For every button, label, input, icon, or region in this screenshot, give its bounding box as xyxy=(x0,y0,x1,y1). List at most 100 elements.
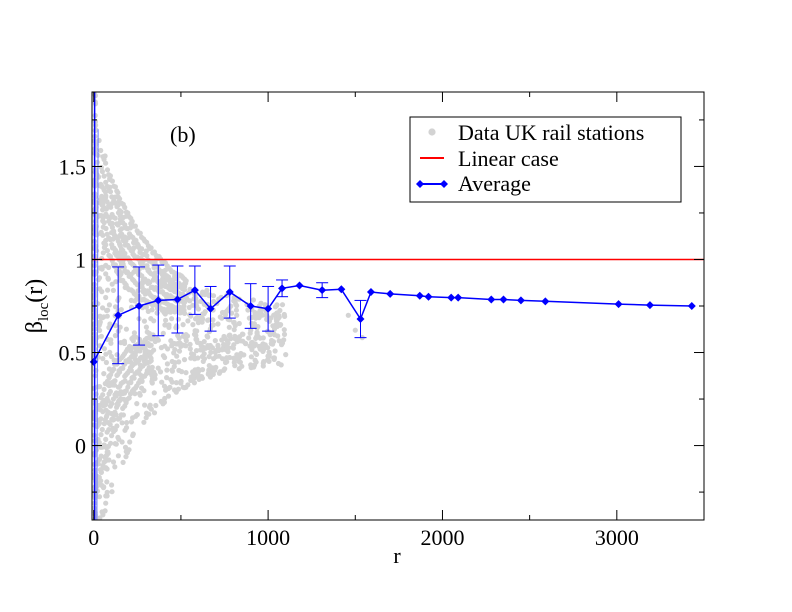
scatter-point xyxy=(103,400,109,406)
scatter-point xyxy=(118,396,124,402)
scatter-point xyxy=(107,321,113,327)
scatter-point xyxy=(219,315,225,321)
scatter-point xyxy=(162,395,168,402)
scatter-point xyxy=(173,389,179,395)
scatter-point xyxy=(107,254,114,260)
scatter-point xyxy=(98,147,104,154)
scatter-point xyxy=(212,338,218,344)
scatter-point xyxy=(104,183,110,190)
scatter-point xyxy=(112,333,118,339)
scatter-point xyxy=(234,352,240,358)
scatter-point xyxy=(148,368,154,374)
scatter-point xyxy=(201,356,208,362)
scatter-point xyxy=(123,238,129,244)
scatter-point xyxy=(201,339,207,345)
average-point xyxy=(415,291,424,300)
scatter-point xyxy=(208,371,214,378)
scatter-point xyxy=(151,318,157,324)
scatter-point xyxy=(136,370,142,376)
y-tick-label: 0.5 xyxy=(59,341,87,366)
scatter-point xyxy=(159,379,165,385)
average-point xyxy=(295,281,304,290)
scatter-point xyxy=(221,367,227,373)
scatter-point xyxy=(110,459,117,465)
scatter-point xyxy=(272,348,278,354)
scatter-point xyxy=(254,351,260,357)
scatter-point xyxy=(281,311,287,318)
scatter-point xyxy=(103,193,109,199)
scatter-point xyxy=(198,347,204,353)
scatter-point xyxy=(219,356,226,362)
scatter-point xyxy=(104,395,110,402)
scatter-point xyxy=(233,307,239,313)
average-point xyxy=(135,302,144,310)
scatter-point xyxy=(141,388,147,394)
scatter-point xyxy=(345,312,351,318)
scatter-point xyxy=(194,299,200,305)
scatter-point xyxy=(122,250,128,257)
scatter-point xyxy=(146,411,152,417)
scatter-point xyxy=(169,368,175,374)
scatter-point xyxy=(262,302,268,308)
scatter-point xyxy=(176,335,182,341)
scatter-point xyxy=(103,294,109,301)
scatter-point xyxy=(215,321,221,327)
scatter-point xyxy=(254,329,260,335)
average-point xyxy=(487,295,496,304)
scatter-point xyxy=(249,339,255,345)
scatter-point xyxy=(226,324,232,330)
scatter-point xyxy=(187,341,193,347)
scatter-point xyxy=(134,401,140,407)
scatter-point xyxy=(261,359,267,365)
scatter-point xyxy=(185,318,191,324)
scatter-point xyxy=(200,312,206,318)
scatter-point xyxy=(211,356,217,362)
scatter-point xyxy=(137,230,143,236)
scatter-point xyxy=(180,322,186,328)
scatter-point xyxy=(112,304,119,310)
scatter-point xyxy=(96,439,102,446)
scatter-point xyxy=(99,168,105,175)
scatter-point xyxy=(141,419,147,425)
scatter-point xyxy=(210,317,216,323)
scatter-point xyxy=(132,223,138,229)
scatter-point xyxy=(121,340,128,346)
scatter-point xyxy=(252,357,258,363)
scatter-point xyxy=(198,342,204,348)
scatter-point xyxy=(139,273,145,279)
scatter-point xyxy=(200,316,206,322)
scatter-point xyxy=(178,380,184,386)
scatter-point xyxy=(160,330,166,336)
scatter-point xyxy=(166,324,172,330)
scatter-point xyxy=(113,390,119,396)
scatter-point xyxy=(123,425,130,431)
scatter-point xyxy=(228,303,234,309)
scatter-point xyxy=(112,409,118,415)
average-point xyxy=(687,302,696,310)
scatter-point xyxy=(107,349,113,355)
scatter-point xyxy=(109,178,115,184)
scatter-point xyxy=(152,376,158,382)
scatter-point xyxy=(199,367,206,373)
scatter-point xyxy=(98,453,104,459)
scatter-point xyxy=(231,319,237,325)
scatter-point xyxy=(117,196,123,202)
scatter-point xyxy=(231,359,237,366)
scatter-point xyxy=(182,299,188,305)
scatter-point xyxy=(107,237,114,243)
scatter-point xyxy=(155,337,161,343)
scatter-point xyxy=(125,226,131,232)
x-tick-label: 2000 xyxy=(420,525,464,550)
scatter-point xyxy=(108,204,114,210)
scatter-point xyxy=(98,416,104,422)
scatter-point xyxy=(97,314,104,320)
scatter-point xyxy=(101,205,107,211)
average-point xyxy=(278,284,287,293)
scatter-point xyxy=(206,354,212,360)
scatter-point xyxy=(257,308,263,314)
scatter-point xyxy=(213,364,219,370)
scatter-point xyxy=(281,331,288,337)
scatter-point xyxy=(181,357,188,363)
scatter-point xyxy=(193,348,200,354)
scatter-point xyxy=(139,259,145,265)
